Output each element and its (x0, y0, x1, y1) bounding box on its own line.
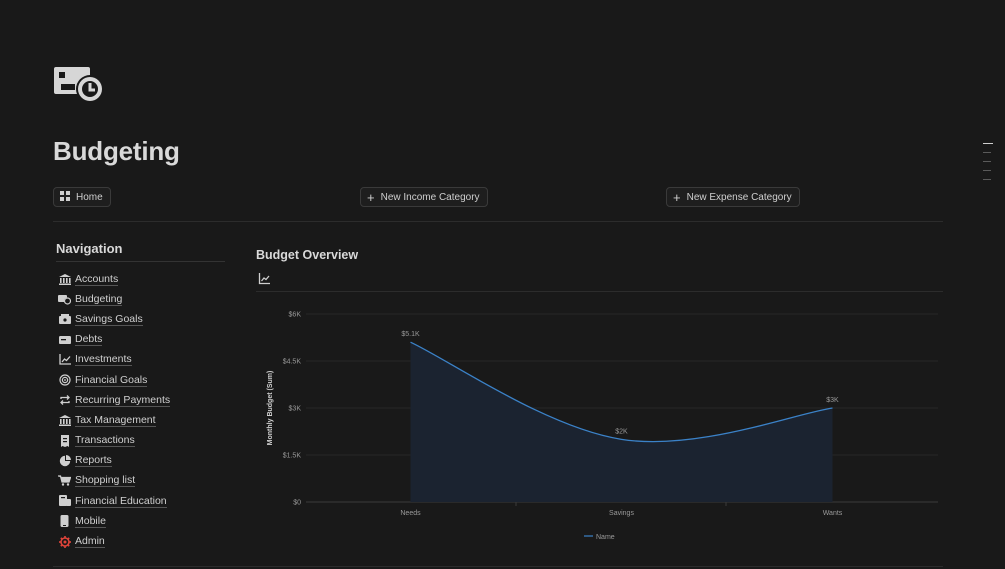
page-title: Budgeting (53, 136, 180, 166)
navigation-heading: Navigation (56, 241, 123, 256)
target-icon (58, 374, 71, 386)
nav-item-label: Admin (75, 535, 105, 549)
toc-marker[interactable] (983, 170, 991, 171)
nav-item-label: Financial Education (75, 494, 167, 508)
nav-item-recurring-payments[interactable]: Recurring Payments (56, 390, 225, 410)
home-button-label: Home (76, 191, 103, 203)
nav-item-financial-goals[interactable]: Financial Goals (56, 370, 225, 390)
piggy-bank-icon (58, 313, 71, 325)
series-line[interactable] (410, 341, 833, 443)
nav-item-budgeting[interactable]: Budgeting (56, 289, 225, 309)
new-income-category-label: New Income Category (380, 191, 480, 203)
area-fill (410, 342, 833, 502)
nav-item-savings-goals[interactable]: Savings Goals (56, 309, 225, 329)
y-axis-title: Monthly Budget (Sum) (267, 371, 274, 446)
y-tick-label: $1.5K (283, 453, 302, 460)
nav-item-label: Financial Goals (75, 373, 148, 387)
cart-icon (58, 475, 71, 487)
plus-icon: + (673, 189, 681, 205)
new-income-category-button[interactable]: + New Income Category (360, 187, 488, 207)
nav-item-label: Budgeting (75, 292, 123, 306)
budget-overview: Budget Overview (256, 248, 943, 292)
x-tick-label: Savings (609, 510, 634, 517)
nav-item-label: Reports (75, 454, 112, 468)
chart-ticks: $0 $1.5K $3K $4.5K $6K Needs Savings Wants (283, 312, 843, 518)
divider (256, 291, 943, 292)
phone-icon (58, 515, 71, 528)
divider (53, 221, 943, 222)
data-label: $2K (615, 428, 628, 435)
nav-item-transactions[interactable]: Transactions (56, 431, 225, 451)
toc-marker[interactable] (983, 143, 993, 144)
nav-item-label: Tax Management (75, 413, 156, 427)
nav-item-label: Shopping list (75, 474, 136, 488)
nav-item-admin[interactable]: Admin (56, 531, 225, 551)
book-icon (58, 495, 71, 507)
nav-item-shopping-list[interactable]: Shopping list (56, 471, 225, 491)
new-expense-category-label: New Expense Category (686, 191, 792, 203)
x-tick-label: Needs (400, 510, 421, 517)
y-tick-label: $6K (289, 312, 302, 319)
nav-item-label: Mobile (75, 514, 106, 528)
line-chart-icon (58, 354, 71, 366)
home-button[interactable]: Home (53, 187, 111, 207)
line-chart-icon (258, 273, 270, 285)
y-tick-label: $3K (289, 406, 302, 413)
nav-item-label: Investments (75, 353, 132, 367)
nav-item-mobile[interactable]: Mobile (56, 511, 225, 531)
divider (56, 261, 225, 262)
toc-marker[interactable] (983, 161, 991, 162)
budget-line-chart: $0 $1.5K $3K $4.5K $6K Needs Savings Wants $5.1… (267, 312, 938, 541)
navigation-panel: Navigation Accounts Budgeting Savings Goal… (56, 240, 225, 552)
nav-item-label: Debts (75, 333, 103, 347)
nav-item-debts[interactable]: Debts (56, 330, 225, 350)
legend-label: Name (596, 534, 615, 541)
nav-item-label: Transactions (75, 434, 135, 448)
card-icon (58, 334, 71, 346)
chart-data-labels: $5.1K $2K $3K (401, 331, 839, 435)
chart-area (410, 341, 833, 502)
nav-item-reports[interactable]: Reports (56, 451, 225, 471)
toc-marker[interactable] (983, 179, 991, 180)
grid-icon (60, 190, 70, 204)
nav-item-investments[interactable]: Investments (56, 350, 225, 370)
page-icon (53, 64, 105, 104)
y-tick-label: $0 (293, 500, 301, 507)
nav-item-label: Recurring Payments (75, 393, 171, 407)
y-tick-label: $4.5K (283, 359, 302, 366)
chart-view-tab[interactable] (258, 272, 271, 285)
chart-legend[interactable]: Name (584, 534, 615, 541)
toc-marker[interactable] (983, 152, 991, 153)
data-label: $3K (826, 397, 839, 404)
bank-icon (58, 414, 71, 426)
repeat-icon (58, 394, 71, 406)
pie-chart-icon (58, 454, 71, 467)
receipt-icon (58, 434, 71, 447)
gear-icon (58, 535, 71, 548)
nav-item-financial-education[interactable]: Financial Education (56, 491, 225, 511)
budget-overview-title: Budget Overview (256, 248, 359, 262)
plus-icon: + (367, 189, 375, 205)
nav-item-accounts[interactable]: Accounts (56, 269, 225, 289)
nav-item-label: Savings Goals (75, 312, 143, 326)
table-of-contents-minimap[interactable] (983, 143, 993, 188)
navigation-list: Accounts Budgeting Savings Goals Debts Inves… (56, 269, 225, 552)
x-tick-label: Wants (823, 510, 843, 517)
money-time-icon (58, 293, 71, 305)
divider (53, 566, 943, 567)
bank-icon (58, 273, 71, 285)
nav-item-label: Accounts (75, 272, 119, 286)
money-time-icon (54, 67, 104, 103)
new-expense-category-button[interactable]: + New Expense Category (666, 187, 800, 207)
data-label: $5.1K (401, 331, 420, 338)
nav-item-tax-management[interactable]: Tax Management (56, 410, 225, 430)
